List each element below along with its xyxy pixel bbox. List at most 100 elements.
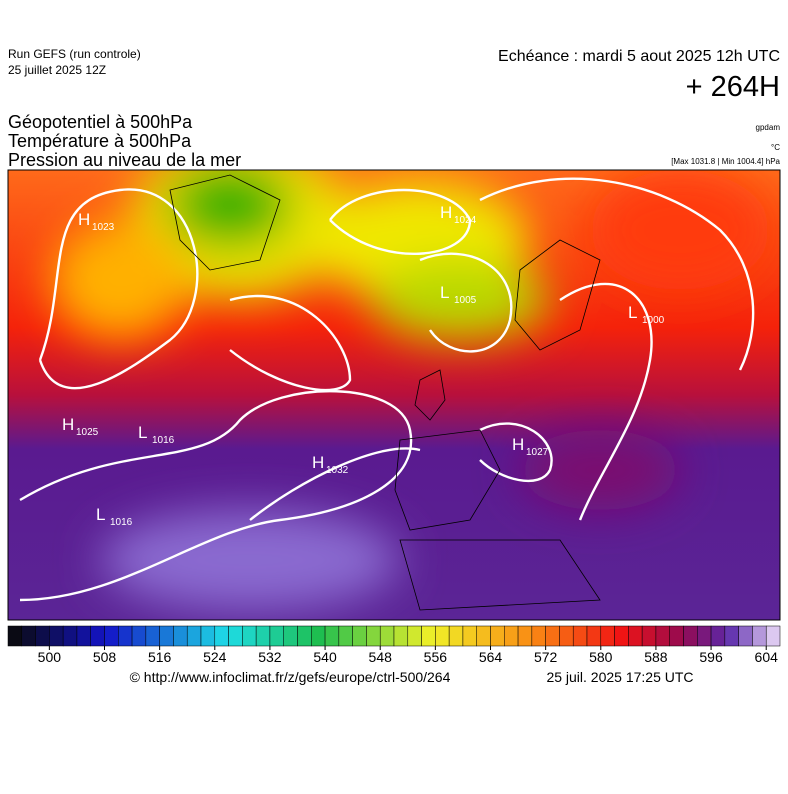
lead-time: + 264H xyxy=(686,71,780,103)
center-kind: L xyxy=(138,423,147,442)
center-value: 1024 xyxy=(454,215,477,226)
colorbar-swatch xyxy=(614,625,629,647)
center-value: 1025 xyxy=(76,427,99,438)
colorbar-label: 516 xyxy=(148,649,172,665)
colorbar-swatch xyxy=(49,625,64,647)
unit: °C xyxy=(771,143,780,152)
colorbar-swatch xyxy=(104,625,119,647)
colorbar-swatch xyxy=(297,625,312,647)
colorbar-swatch xyxy=(435,625,450,647)
colorbar-swatch xyxy=(21,625,36,647)
center-value: 1016 xyxy=(152,435,175,446)
colorbar-swatch xyxy=(255,625,271,647)
colorbar-swatch xyxy=(324,625,340,647)
center-kind: H xyxy=(62,415,74,434)
colorbar-label: 548 xyxy=(369,649,393,665)
colorbar-swatch xyxy=(242,625,257,647)
colorbar-label: 588 xyxy=(644,649,668,665)
colorbar-swatch xyxy=(655,625,670,647)
colorbar-swatch xyxy=(697,625,712,647)
unit: [Max 1031.8 | Min 1004.4] hPa xyxy=(671,157,780,166)
colorbar-swatch xyxy=(159,625,174,647)
colorbar-label: 540 xyxy=(313,649,337,665)
colorbar-swatch xyxy=(379,625,395,647)
center-value: 1016 xyxy=(110,517,133,528)
colorbar-swatch xyxy=(35,625,50,647)
colorbar-label: 524 xyxy=(203,649,227,665)
colorbar-swatch xyxy=(531,625,546,647)
center-kind: L xyxy=(440,283,449,302)
colorbar-swatch xyxy=(448,625,464,647)
center-value: 1023 xyxy=(92,222,115,233)
center-value: 1000 xyxy=(642,315,665,326)
colorbar-swatch xyxy=(586,625,602,647)
field-title: Température à 500hPa xyxy=(8,131,192,151)
center-kind: H xyxy=(312,453,324,472)
colorbar-swatch xyxy=(724,625,739,647)
colorbar-swatch xyxy=(490,625,505,647)
colorbar-swatch xyxy=(462,625,477,647)
colorbar-swatch xyxy=(517,625,533,647)
colorbar-swatch xyxy=(76,625,91,647)
colorbar-label: 532 xyxy=(258,649,282,665)
colorbar-swatch xyxy=(504,625,519,647)
colorbar-label: 500 xyxy=(38,649,62,665)
center-value: 1005 xyxy=(454,295,477,306)
center-kind: H xyxy=(440,203,452,222)
colorbar-swatch xyxy=(572,625,588,647)
colorbar-swatch xyxy=(545,625,560,647)
colorbar-swatch xyxy=(710,625,726,647)
colorbar-label: 572 xyxy=(534,649,558,665)
colorbar-swatch xyxy=(269,625,284,647)
center-kind: H xyxy=(78,210,90,229)
run-date: 25 juillet 2025 12Z xyxy=(8,63,106,77)
colorbar-swatch xyxy=(393,625,409,647)
colorbar-swatch xyxy=(186,625,202,647)
field-title: Pression au niveau de la mer xyxy=(8,150,241,170)
colorbar-swatch xyxy=(311,625,326,647)
colorbar-swatch xyxy=(407,625,422,647)
colorbar-swatch xyxy=(118,625,133,647)
center-kind: H xyxy=(512,435,524,454)
colorbar-swatch xyxy=(214,625,229,647)
colorbar-swatch xyxy=(90,625,105,647)
colorbar-swatch xyxy=(765,625,781,647)
colorbar-swatch xyxy=(62,625,78,647)
colorbar-swatch xyxy=(173,625,188,647)
colorbar-swatch xyxy=(283,625,298,647)
colorbar-label: 580 xyxy=(589,649,613,665)
colorbar-label: 556 xyxy=(424,649,448,665)
unit: gpdam xyxy=(756,123,781,132)
footer-url: © http://www.infoclimat.fr/z/gefs/europe… xyxy=(130,669,451,685)
colorbar-swatch xyxy=(600,625,615,647)
colorbar-label: 604 xyxy=(755,649,779,665)
colorbar-swatch xyxy=(131,625,147,647)
colorbar-swatch xyxy=(7,625,23,647)
field-title: Géopotentiel à 500hPa xyxy=(8,112,193,132)
colorbar-swatch xyxy=(752,625,767,647)
colorbar-label: 508 xyxy=(93,649,117,665)
colorbar-swatch xyxy=(352,625,367,647)
valid-time: Echéance : mardi 5 aout 2025 12h UTC xyxy=(498,48,780,65)
colorbar-swatch xyxy=(628,625,643,647)
colorbar-swatch xyxy=(145,625,160,647)
colorbar-swatch xyxy=(228,625,243,647)
colorbar-swatch xyxy=(669,625,684,647)
colorbar-label: 564 xyxy=(479,649,503,665)
center-value: 1027 xyxy=(526,447,549,458)
colorbar-swatch xyxy=(366,625,381,647)
run: Run GEFS (run controle) xyxy=(8,47,141,61)
center-kind: L xyxy=(96,505,105,524)
colorbar-swatch xyxy=(559,625,574,647)
colorbar-swatch xyxy=(738,625,753,647)
colorbar-swatch xyxy=(200,625,216,647)
colorbar-label: 596 xyxy=(699,649,723,665)
colorbar-swatch xyxy=(683,625,698,647)
colorbar-swatch xyxy=(338,625,353,647)
center-value: 1032 xyxy=(326,465,349,476)
colorbar-swatch xyxy=(421,625,436,647)
footer-time: 25 juil. 2025 17:25 UTC xyxy=(546,669,693,685)
colorbar-swatch xyxy=(641,625,657,647)
